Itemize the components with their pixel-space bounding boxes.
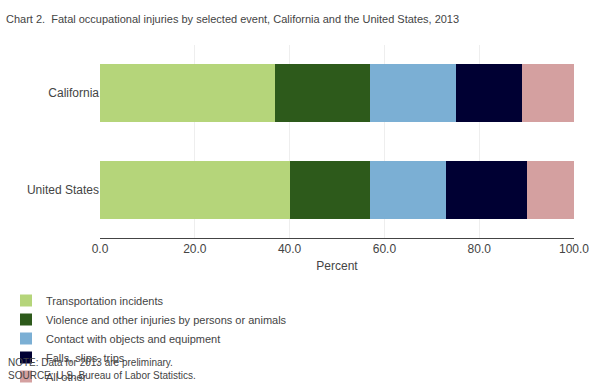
svg-text:Contact with objects and equip: Contact with objects and equipment — [46, 333, 220, 345]
svg-text:NOTE: Data for 2013 are prelim: NOTE: Data for 2013 are preliminary.SOUR… — [8, 357, 196, 381]
svg-text:California: California — [48, 86, 99, 100]
svg-text:Chart 2. Fatal occupational i: Chart 2. Fatal occupational injuries by … — [6, 13, 459, 25]
svg-text:80.0: 80.0 — [468, 242, 492, 256]
svg-text:100.0: 100.0 — [559, 242, 589, 256]
svg-text:60.0: 60.0 — [373, 242, 397, 256]
svg-text:Violence and other injuries by: Violence and other injuries by persons o… — [46, 314, 287, 326]
svg-text:40.0: 40.0 — [278, 242, 302, 256]
svg-text:Percent: Percent — [316, 259, 358, 273]
svg-text:0.0: 0.0 — [92, 242, 109, 256]
svg-text:United States: United States — [27, 183, 99, 197]
svg-text:Falls, slips, trips: Falls, slips, trips — [46, 352, 125, 364]
svg-text:20.0: 20.0 — [183, 242, 207, 256]
svg-text:All other: All other — [46, 371, 87, 383]
svg-text:Transportation incidents: Transportation incidents — [46, 295, 163, 307]
